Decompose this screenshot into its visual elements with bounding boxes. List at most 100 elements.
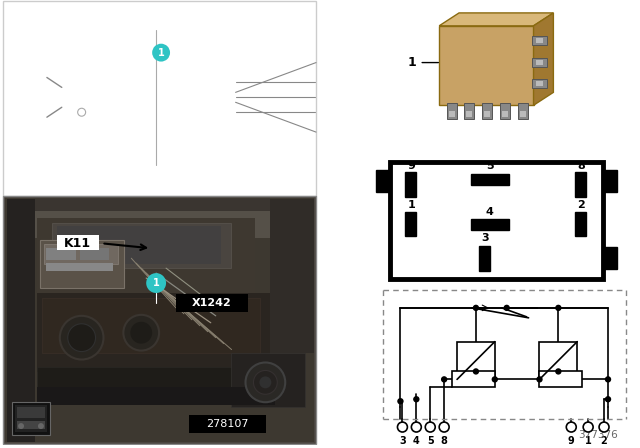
Bar [532, 36, 547, 45]
Bar [7, 198, 313, 211]
Bar [79, 248, 109, 260]
Bar [500, 103, 509, 119]
Bar [502, 111, 508, 117]
Bar [5, 198, 314, 442]
Bar [15, 405, 47, 432]
Circle shape [474, 369, 479, 374]
Bar [189, 415, 266, 433]
Bar [17, 407, 45, 418]
Bar [466, 111, 472, 117]
Circle shape [556, 369, 561, 374]
Bar [176, 294, 248, 312]
Circle shape [425, 422, 435, 432]
Circle shape [18, 423, 24, 429]
Circle shape [38, 423, 44, 429]
Bar [447, 103, 457, 119]
Bar [7, 198, 35, 442]
Text: 2: 2 [577, 199, 585, 210]
Bar [17, 421, 45, 429]
Text: K11: K11 [64, 237, 92, 250]
Text: 1: 1 [585, 436, 591, 446]
Circle shape [442, 377, 447, 382]
Circle shape [259, 376, 271, 388]
Circle shape [131, 322, 152, 344]
Bar [270, 198, 314, 353]
Text: 2: 2 [601, 436, 607, 446]
Circle shape [60, 316, 104, 359]
Text: 5: 5 [427, 436, 434, 446]
Bar [3, 1, 316, 196]
Bar [37, 367, 275, 389]
Bar [376, 170, 390, 192]
Polygon shape [439, 13, 554, 26]
Circle shape [492, 377, 497, 382]
Bar [536, 82, 543, 86]
Circle shape [146, 273, 166, 293]
Circle shape [439, 422, 449, 432]
Bar [46, 263, 113, 271]
Bar [575, 211, 586, 237]
Bar [383, 290, 626, 419]
Text: 4: 4 [413, 436, 420, 446]
Bar [518, 103, 527, 119]
Bar [449, 111, 455, 117]
Polygon shape [534, 13, 554, 105]
Bar [603, 170, 617, 192]
Bar [37, 219, 255, 303]
Bar [603, 247, 617, 269]
Bar [536, 60, 543, 65]
Bar [471, 174, 509, 185]
Bar [42, 298, 260, 353]
Circle shape [414, 397, 419, 402]
Bar [532, 58, 547, 67]
Polygon shape [241, 207, 312, 253]
Bar [7, 198, 313, 238]
Text: X1242: X1242 [192, 298, 232, 308]
Circle shape [556, 306, 561, 310]
Circle shape [537, 377, 542, 382]
Circle shape [253, 370, 277, 394]
Bar [471, 220, 509, 230]
Bar [405, 211, 417, 237]
Text: 9: 9 [408, 161, 415, 171]
Text: 4: 4 [486, 207, 494, 216]
Text: 1: 1 [153, 278, 159, 288]
Bar [57, 235, 99, 250]
Bar [44, 244, 118, 264]
Bar [46, 248, 76, 260]
Text: 3: 3 [481, 233, 489, 243]
Bar [439, 26, 534, 105]
Bar [575, 172, 586, 197]
Circle shape [566, 422, 576, 432]
Circle shape [124, 315, 159, 351]
Circle shape [397, 422, 408, 432]
Bar [532, 79, 547, 88]
Bar [540, 371, 582, 388]
Bar [230, 353, 305, 407]
Bar [457, 342, 495, 379]
Text: 5: 5 [486, 161, 493, 171]
Bar [536, 38, 543, 43]
Bar [452, 371, 495, 388]
Bar [479, 246, 490, 271]
Circle shape [504, 306, 509, 310]
Circle shape [398, 399, 403, 404]
Bar [482, 103, 492, 119]
Circle shape [246, 362, 285, 402]
Circle shape [605, 377, 611, 382]
Text: 377376: 377376 [578, 430, 618, 440]
Bar [37, 388, 275, 405]
Text: 8: 8 [577, 161, 585, 171]
Circle shape [599, 422, 609, 432]
Text: 278107: 278107 [206, 419, 249, 429]
Bar [37, 293, 270, 372]
Bar [3, 196, 316, 444]
Circle shape [68, 324, 95, 352]
Bar [484, 111, 490, 117]
Bar [12, 402, 50, 435]
Bar [40, 240, 124, 288]
Bar [57, 226, 221, 264]
Bar [464, 103, 474, 119]
Text: 1: 1 [408, 56, 417, 69]
Text: 1: 1 [408, 199, 415, 210]
